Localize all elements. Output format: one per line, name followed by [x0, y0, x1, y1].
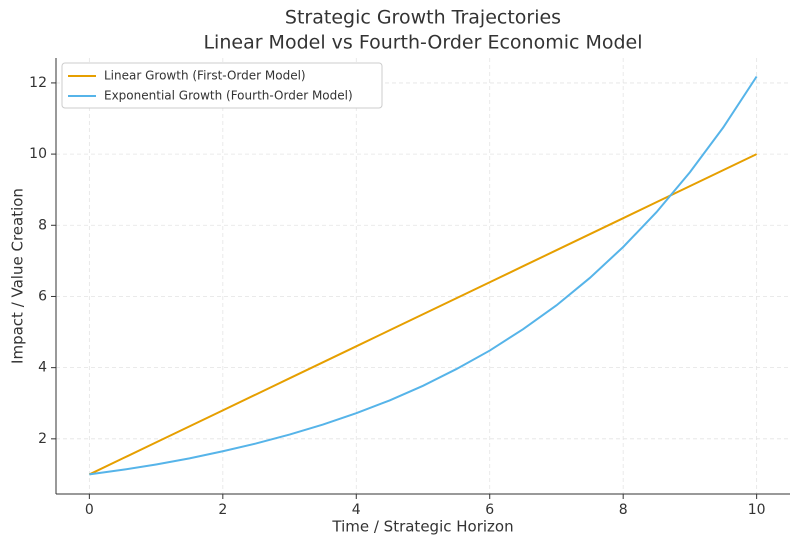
x-axis-label: Time / Strategic Horizon — [331, 518, 513, 536]
legend: Linear Growth (First-Order Model) Exponen… — [61, 62, 383, 109]
x-tick-label: 0 — [85, 502, 94, 518]
legend-label: Linear Growth (First-Order Model) — [104, 69, 306, 83]
chart-title: Strategic Growth Trajectories — [285, 7, 561, 29]
x-tick-label: 4 — [352, 502, 361, 518]
legend-box — [61, 62, 383, 109]
x-tick-label: 6 — [485, 502, 494, 518]
y-tick-label: 12 — [29, 75, 47, 91]
y-tick-label: 2 — [38, 431, 47, 447]
y-tick-label: 4 — [38, 360, 47, 376]
y-axis-label: Impact / Value Creation — [9, 188, 27, 364]
x-tick-label: 8 — [619, 502, 628, 518]
x-tick-label: 10 — [748, 502, 766, 518]
y-tick-label: 10 — [29, 146, 47, 162]
chart-subtitle: Linear Model vs Fourth-Order Economic Mo… — [203, 32, 642, 54]
legend-label: Exponential Growth (Fourth-Order Model) — [104, 89, 353, 103]
x-tick-label: 2 — [218, 502, 227, 518]
y-tick-label: 6 — [38, 288, 47, 304]
line-series — [88, 153, 758, 476]
y-tick-label: 8 — [38, 217, 47, 233]
line-series — [89, 75, 758, 476]
